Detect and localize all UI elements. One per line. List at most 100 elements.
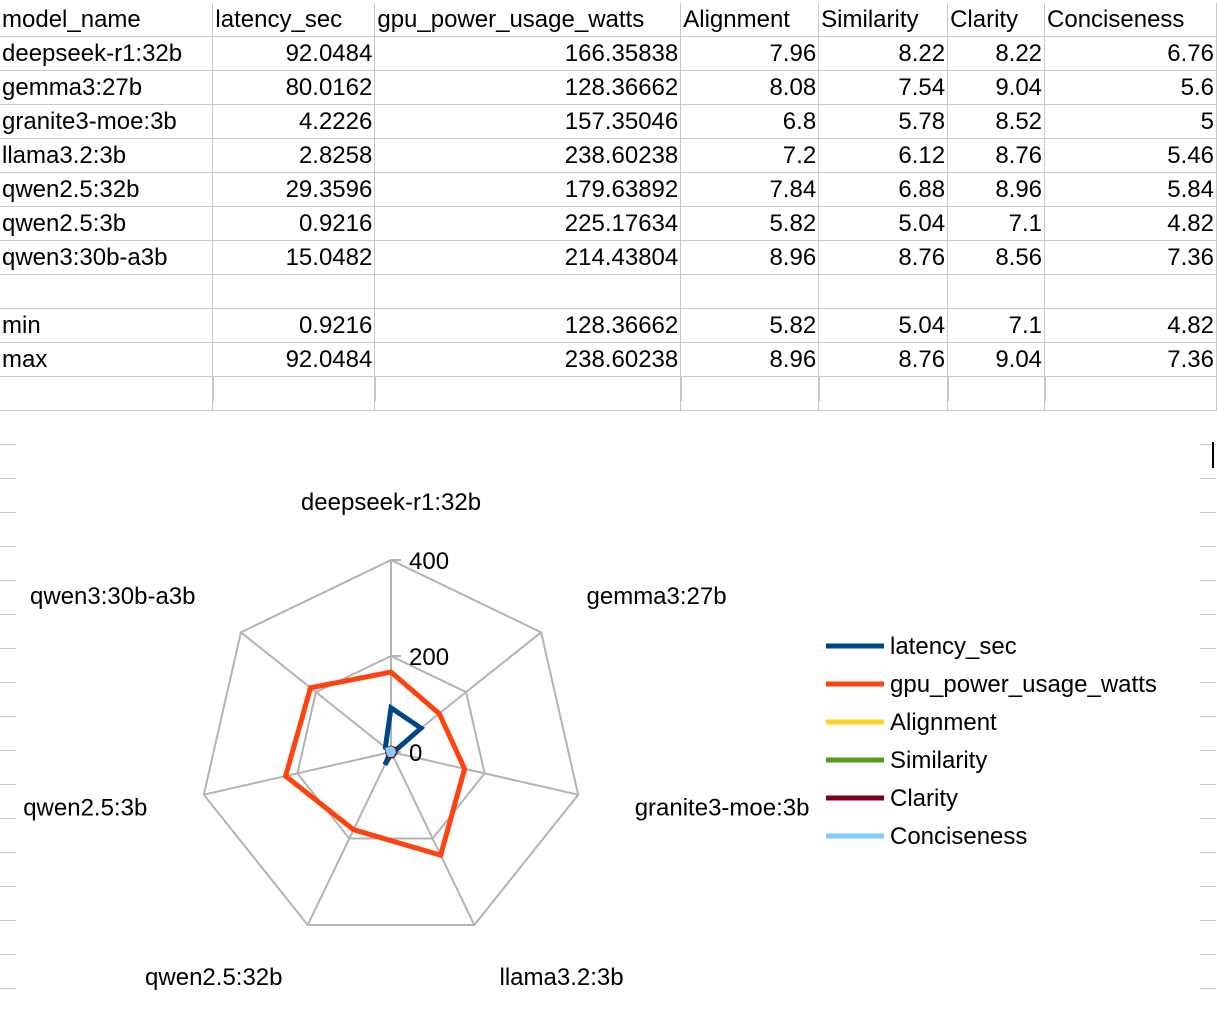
table-cell[interactable]: 2.8258	[212, 138, 376, 173]
table-cell[interactable]	[374, 274, 682, 309]
table-cell[interactable]: 15.0482	[212, 240, 376, 275]
column-header[interactable]: Similarity	[818, 3, 949, 37]
table-row[interactable]	[0, 376, 1217, 411]
table-cell[interactable]: 128.36662	[374, 308, 682, 343]
table-cell[interactable]: 7.84	[680, 172, 820, 207]
table-cell[interactable]: 128.36662	[374, 70, 682, 105]
table-cell[interactable]	[680, 376, 820, 411]
table-cell[interactable]: 8.96	[680, 342, 820, 377]
column-header[interactable]: gpu_power_usage_watts	[374, 3, 682, 37]
table-cell[interactable]: 0.9216	[212, 308, 376, 343]
table-cell[interactable]: 8.22	[947, 36, 1046, 71]
table-cell[interactable]: 0.9216	[212, 206, 376, 241]
table-cell[interactable]: 92.0484	[212, 342, 376, 377]
table-cell[interactable]: 9.04	[947, 342, 1046, 377]
column-header[interactable]: Conciseness	[1044, 3, 1217, 37]
column-header[interactable]: Alignment	[680, 3, 820, 37]
table-cell[interactable]: llama3.2:3b	[0, 138, 214, 173]
table-cell[interactable]: 9.04	[947, 70, 1046, 105]
header-row[interactable]: model_name latency_sec gpu_power_usage_wat…	[0, 3, 1217, 37]
table-cell[interactable]: 5.82	[680, 206, 820, 241]
table-cell[interactable]: 4.82	[1044, 206, 1217, 241]
table-cell[interactable]: 8.56	[947, 240, 1046, 275]
table-cell[interactable]: 5.04	[818, 206, 949, 241]
radar-chart[interactable]: 0 200 400 deepseek-r1:32b gemma3:27b granite…	[0, 400, 1217, 1014]
table-cell[interactable]: 6.12	[818, 138, 949, 173]
table-cell[interactable]: 5	[1044, 104, 1217, 139]
table-cell[interactable]: 238.60238	[374, 138, 682, 173]
row-gridline	[1200, 784, 1216, 785]
table-cell[interactable]: 4.2226	[212, 104, 376, 139]
table-row[interactable]	[0, 274, 1217, 309]
table-cell[interactable]: 7.36	[1044, 240, 1217, 275]
table-cell[interactable]: 7.96	[680, 36, 820, 71]
table-cell[interactable]: 5.84	[1044, 172, 1217, 207]
table-cell[interactable]: 8.76	[947, 138, 1046, 173]
data-table[interactable]: model_name latency_sec gpu_power_usage_wat…	[0, 3, 1217, 411]
table-cell[interactable]: qwen3:30b-a3b	[0, 240, 214, 275]
table-cell[interactable]: 5.6	[1044, 70, 1217, 105]
column-header[interactable]: model_name	[0, 3, 214, 37]
table-cell[interactable]: 7.1	[947, 308, 1046, 343]
table-cell[interactable]: qwen2.5:32b	[0, 172, 214, 207]
table-row[interactable]: qwen2.5:3b 0.9216 225.17634 5.82 5.04 7.1 4.82	[0, 206, 1217, 241]
column-header[interactable]: Clarity	[947, 3, 1046, 37]
table-cell[interactable]	[1044, 274, 1217, 309]
table-cell[interactable]: 7.54	[818, 70, 949, 105]
table-cell[interactable]: 157.35046	[374, 104, 682, 139]
table-cell[interactable]: 8.08	[680, 70, 820, 105]
table-row[interactable]: min 0.9216 128.36662 5.82 5.04 7.1 4.82	[0, 308, 1217, 343]
table-cell[interactable]	[818, 376, 949, 411]
table-row[interactable]: llama3.2:3b 2.8258 238.60238 7.2 6.12 8.76 5.4…	[0, 138, 1217, 173]
table-cell[interactable]: 5.78	[818, 104, 949, 139]
table-cell[interactable]: max	[0, 342, 214, 377]
table-cell[interactable]: granite3-moe:3b	[0, 104, 214, 139]
table-cell[interactable]: 5.04	[818, 308, 949, 343]
table-row[interactable]: granite3-moe:3b 4.2226 157.35046 6.8 5.78 8.5…	[0, 104, 1217, 139]
table-cell[interactable]	[818, 274, 949, 309]
table-cell[interactable]: 29.3596	[212, 172, 376, 207]
table-cell[interactable]: 8.76	[818, 240, 949, 275]
table-row[interactable]: deepseek-r1:32b 92.0484 166.35838 7.96 8.22 8…	[0, 36, 1217, 71]
table-cell[interactable]	[374, 376, 682, 411]
table-cell[interactable]: deepseek-r1:32b	[0, 36, 214, 71]
table-cell[interactable]: 7.2	[680, 138, 820, 173]
table-row[interactable]: qwen2.5:32b 29.3596 179.63892 7.84 6.88 8.96 5…	[0, 172, 1217, 207]
table-row[interactable]: gemma3:27b 80.0162 128.36662 8.08 7.54 9.04 5.…	[0, 70, 1217, 105]
table-cell[interactable]: 7.1	[947, 206, 1046, 241]
table-cell[interactable]: min	[0, 308, 214, 343]
table-cell[interactable]: 8.22	[818, 36, 949, 71]
table-cell[interactable]: 6.8	[680, 104, 820, 139]
table-cell[interactable]: 92.0484	[212, 36, 376, 71]
table-cell[interactable]: 8.52	[947, 104, 1046, 139]
table-cell[interactable]: 8.76	[818, 342, 949, 377]
table-cell[interactable]	[947, 274, 1046, 309]
table-cell[interactable]: 80.0162	[212, 70, 376, 105]
table-cell[interactable]	[212, 274, 376, 309]
table-row[interactable]: qwen3:30b-a3b 15.0482 214.43804 8.96 8.76 8.5…	[0, 240, 1217, 275]
table-cell[interactable]: 4.82	[1044, 308, 1217, 343]
table-cell[interactable]: 225.17634	[374, 206, 682, 241]
table-cell[interactable]	[0, 376, 214, 411]
table-cell[interactable]: 166.35838	[374, 36, 682, 71]
table-cell[interactable]	[947, 376, 1046, 411]
table-cell[interactable]: 8.96	[947, 172, 1046, 207]
table-cell[interactable]: 5.46	[1044, 138, 1217, 173]
column-header[interactable]: latency_sec	[212, 3, 376, 37]
table-cell[interactable]: 5.82	[680, 308, 820, 343]
table-cell[interactable]	[680, 274, 820, 309]
table-cell[interactable]: 214.43804	[374, 240, 682, 275]
table-cell[interactable]: 6.88	[818, 172, 949, 207]
table-cell[interactable]	[1044, 376, 1217, 411]
table-cell[interactable]: 8.96	[680, 240, 820, 275]
table-cell[interactable]: qwen2.5:3b	[0, 206, 214, 241]
table-row[interactable]: max 92.0484 238.60238 8.96 8.76 9.04 7.36	[0, 342, 1217, 377]
table-cell[interactable]: 7.36	[1044, 342, 1217, 377]
table-cell[interactable]: gemma3:27b	[0, 70, 214, 105]
table-cell[interactable]	[212, 376, 376, 411]
table-cell[interactable]: 238.60238	[374, 342, 682, 377]
table-cell[interactable]: 179.63892	[374, 172, 682, 207]
table-cell[interactable]	[0, 274, 214, 309]
table-cell[interactable]: 6.76	[1044, 36, 1217, 71]
